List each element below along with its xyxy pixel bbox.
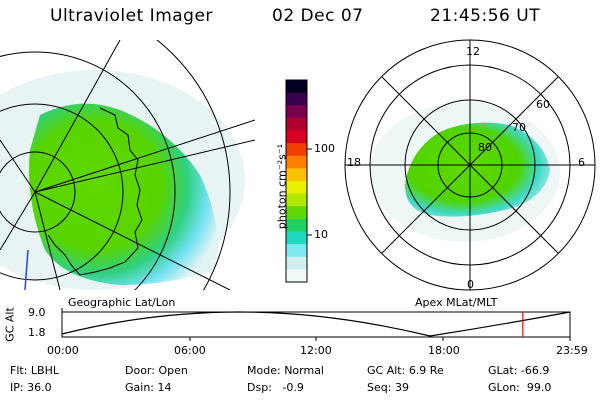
time-tick-0000: 00:00 xyxy=(47,344,79,357)
colorbar-segment xyxy=(286,143,307,157)
instrument-title: Ultraviolet Imager xyxy=(50,6,213,26)
colorbar-segment xyxy=(286,80,307,94)
apex-label: Apex MLat/MLT xyxy=(415,296,498,309)
mlt-0-label: 0 xyxy=(467,278,474,291)
lat-60-label: 60 xyxy=(536,98,550,111)
colorbar-segment xyxy=(286,256,307,270)
image-date: 02 Dec 07 xyxy=(272,6,364,26)
status-mode: Mode: Normal xyxy=(247,364,324,377)
status-glon: GLon: 99.0 xyxy=(488,381,552,394)
colorbar-segment xyxy=(286,218,307,232)
status-seq: Seq: 39 xyxy=(367,381,409,394)
time-tick-2359: 23:59 xyxy=(556,344,588,357)
alt-tick-9: 9.0 xyxy=(28,306,46,319)
time-tick-1800: 18:00 xyxy=(428,344,460,357)
lat-70-label: 70 xyxy=(512,121,526,134)
colorbar-segment xyxy=(286,193,307,207)
status-glat: GLat: -66.9 xyxy=(488,364,550,377)
colorbar-segment xyxy=(286,269,307,283)
gc-alt-axis-label: GC Alt xyxy=(3,307,17,342)
geographic-map xyxy=(0,40,255,290)
colorbar-segment xyxy=(286,181,307,195)
mlt-6-label: 6 xyxy=(578,156,585,169)
status-gain: Gain: 14 xyxy=(125,381,172,394)
altitude-curve xyxy=(61,311,571,337)
colorbar-tick-10: 10 xyxy=(314,228,328,241)
colorbar xyxy=(286,80,307,283)
status-dsp: Dsp: -0.9 xyxy=(247,381,304,394)
colorbar-segment xyxy=(286,244,307,258)
colorbar-tick-100: 100 xyxy=(314,142,335,155)
image-time: 21:45:56 UT xyxy=(430,6,541,26)
status-flt: Flt: LBHL xyxy=(10,364,59,377)
colorbar-segment xyxy=(286,92,307,106)
mlt-12-label: 12 xyxy=(466,45,480,58)
time-tick-1200: 12:00 xyxy=(300,344,332,357)
colorbar-segment xyxy=(286,117,307,131)
colorbar-segment xyxy=(286,206,307,220)
colorbar-unit-label: photon cm⁻²s⁻¹ xyxy=(275,143,289,230)
geographic-label: Geographic Lat/Lon xyxy=(68,296,176,309)
colorbar-segment xyxy=(286,231,307,245)
polar-plot xyxy=(344,39,596,291)
colorbar-segment xyxy=(286,130,307,144)
colorbar-segment xyxy=(286,168,307,182)
status-gc-alt: GC Alt: 6.9 Re xyxy=(367,364,444,377)
status-door: Door: Open xyxy=(125,364,188,377)
coastline xyxy=(47,107,143,276)
status-ip: IP: 36.0 xyxy=(10,381,52,394)
altitude-plot xyxy=(61,308,571,341)
alt-tick-1-8: 1.8 xyxy=(28,326,46,339)
lat-80-label: 80 xyxy=(478,141,492,154)
mlt-18-label: 18 xyxy=(347,156,361,169)
colorbar-segment xyxy=(286,155,307,169)
time-tick-0600: 06:00 xyxy=(174,344,206,357)
colorbar-segment xyxy=(286,105,307,119)
